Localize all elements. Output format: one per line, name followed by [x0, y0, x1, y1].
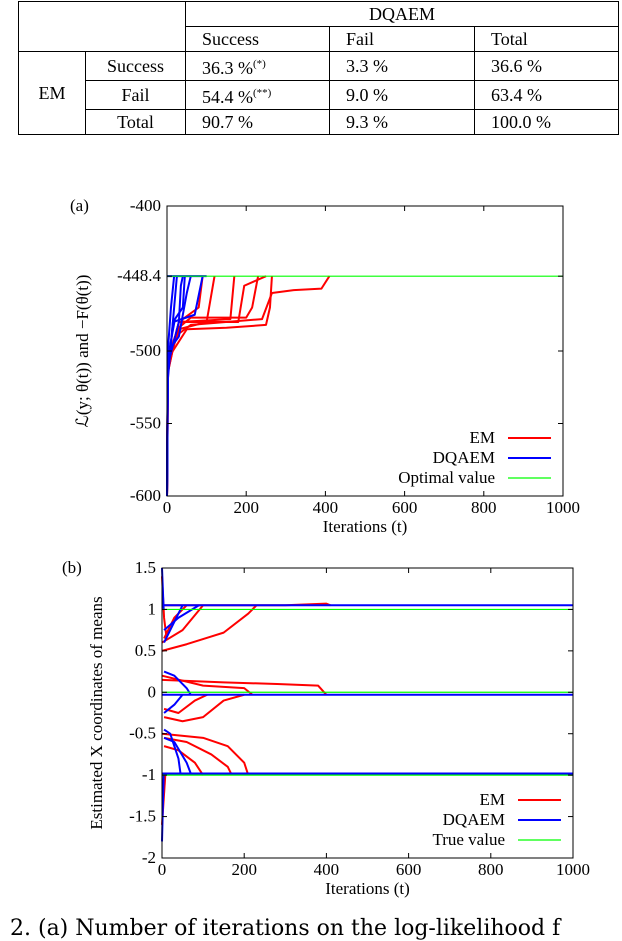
- y-tick-label: 0: [148, 682, 157, 701]
- plot-frame: [161, 567, 574, 859]
- cell: 54.4 %(**): [185, 80, 330, 110]
- em-series-line: [163, 745, 204, 776]
- cell: 9.0 %: [329, 80, 475, 110]
- y-tick-label: -448.4: [117, 266, 161, 285]
- cell: 100.0 %: [474, 109, 619, 135]
- em-series-line: [166, 276, 236, 497]
- panel-label: (a): [70, 196, 89, 215]
- em-series-line: [166, 275, 331, 497]
- x-tick-label: 800: [478, 860, 504, 879]
- x-tick-label: 0: [158, 860, 167, 879]
- x-tick-label: 800: [471, 498, 497, 517]
- em-series-line: [163, 736, 233, 776]
- dqaem-series-line: [163, 694, 184, 714]
- y-axis-label: ℒ(y; θ(t)) and −F(θ(t)): [73, 275, 92, 428]
- row-label: Fail: [85, 80, 186, 110]
- cell: 36.3 %(*): [185, 51, 330, 81]
- em-series-line: [163, 693, 245, 723]
- x-tick-label: 1000: [556, 860, 590, 879]
- results-table: DQAEM Success Fail Total EM Success 36.3…: [18, 1, 619, 135]
- em-series-line: [161, 604, 204, 644]
- em-series-line: [161, 604, 258, 652]
- y-tick-label: -2: [142, 848, 156, 867]
- col-header: Fail: [329, 26, 475, 52]
- dqaem-series-line: [166, 276, 186, 497]
- cell: 90.7 %: [185, 109, 330, 135]
- em-row-group: EM: [18, 51, 86, 135]
- empty-corner: [18, 1, 186, 52]
- y-tick-label: -0.5: [129, 724, 156, 743]
- x-tick-label: 400: [314, 860, 340, 879]
- y-tick-label: 1: [148, 599, 157, 618]
- legend-label: EM: [470, 428, 496, 447]
- y-tick-label: -1.5: [129, 807, 156, 826]
- y-tick-label: -600: [130, 486, 161, 505]
- plot-frame: [166, 205, 564, 497]
- legend-label: DQAEM: [443, 810, 505, 829]
- dqaem-series-line: [163, 604, 184, 644]
- y-tick-label: -1: [142, 765, 156, 784]
- row-label: Success: [85, 51, 186, 81]
- em-series-line: [161, 674, 254, 696]
- em-series-line: [163, 693, 208, 714]
- chart-mean-coordinates: 0 200 400 600 800 1000 1.5 1 0.5 0 -0.5 -1 -1.5 -2 Ite…: [62, 558, 590, 898]
- legend-label: DQAEM: [433, 448, 495, 467]
- col-header: Total: [474, 26, 619, 52]
- x-tick-label: 400: [313, 498, 339, 517]
- legend-label: True value: [432, 830, 505, 849]
- legend-label: EM: [480, 790, 506, 809]
- y-tick-label: -550: [130, 414, 161, 433]
- x-axis-label: Iterations (t): [325, 879, 410, 898]
- x-tick-label: 600: [392, 498, 418, 517]
- em-series-line: [161, 732, 250, 776]
- cell: 9.3 %: [329, 109, 475, 135]
- y-axis-label: Estimated X coordinates of means: [87, 596, 106, 829]
- x-tick-label: 600: [396, 860, 422, 879]
- dqaem-series-line: [166, 275, 184, 497]
- x-tick-label: 200: [233, 498, 259, 517]
- x-axis-label: Iterations (t): [323, 517, 408, 536]
- row-label: Total: [85, 109, 186, 135]
- cell: 36.6 %: [474, 51, 619, 81]
- y-tick-label: 0.5: [135, 641, 156, 660]
- x-tick-label: 1000: [546, 498, 580, 517]
- x-tick-label: 0: [163, 498, 172, 517]
- dqaem-header: DQAEM: [185, 1, 619, 27]
- figure-caption: 2. (a) Number of iterations on the log-l…: [10, 916, 561, 941]
- y-tick-label: -500: [130, 341, 161, 360]
- dqaem-series-line: [163, 670, 192, 696]
- y-tick-label: -400: [130, 196, 161, 215]
- x-tick-label: 200: [231, 860, 257, 879]
- em-series-line: [161, 678, 328, 696]
- dqaem-series-line: [163, 736, 192, 774]
- y-tick-label: 1.5: [135, 558, 156, 577]
- panel-label: (b): [62, 558, 82, 577]
- dqaem-series-line: [163, 728, 182, 774]
- cell: 3.3 %: [329, 51, 475, 81]
- legend-label: Optimal value: [398, 468, 495, 487]
- cell: 63.4 %: [474, 80, 619, 110]
- col-header: Success: [185, 26, 330, 52]
- chart-loglikelihood: 0 200 400 600 800 1000 -400 -448.4 -500 -550 -600 I…: [70, 196, 580, 536]
